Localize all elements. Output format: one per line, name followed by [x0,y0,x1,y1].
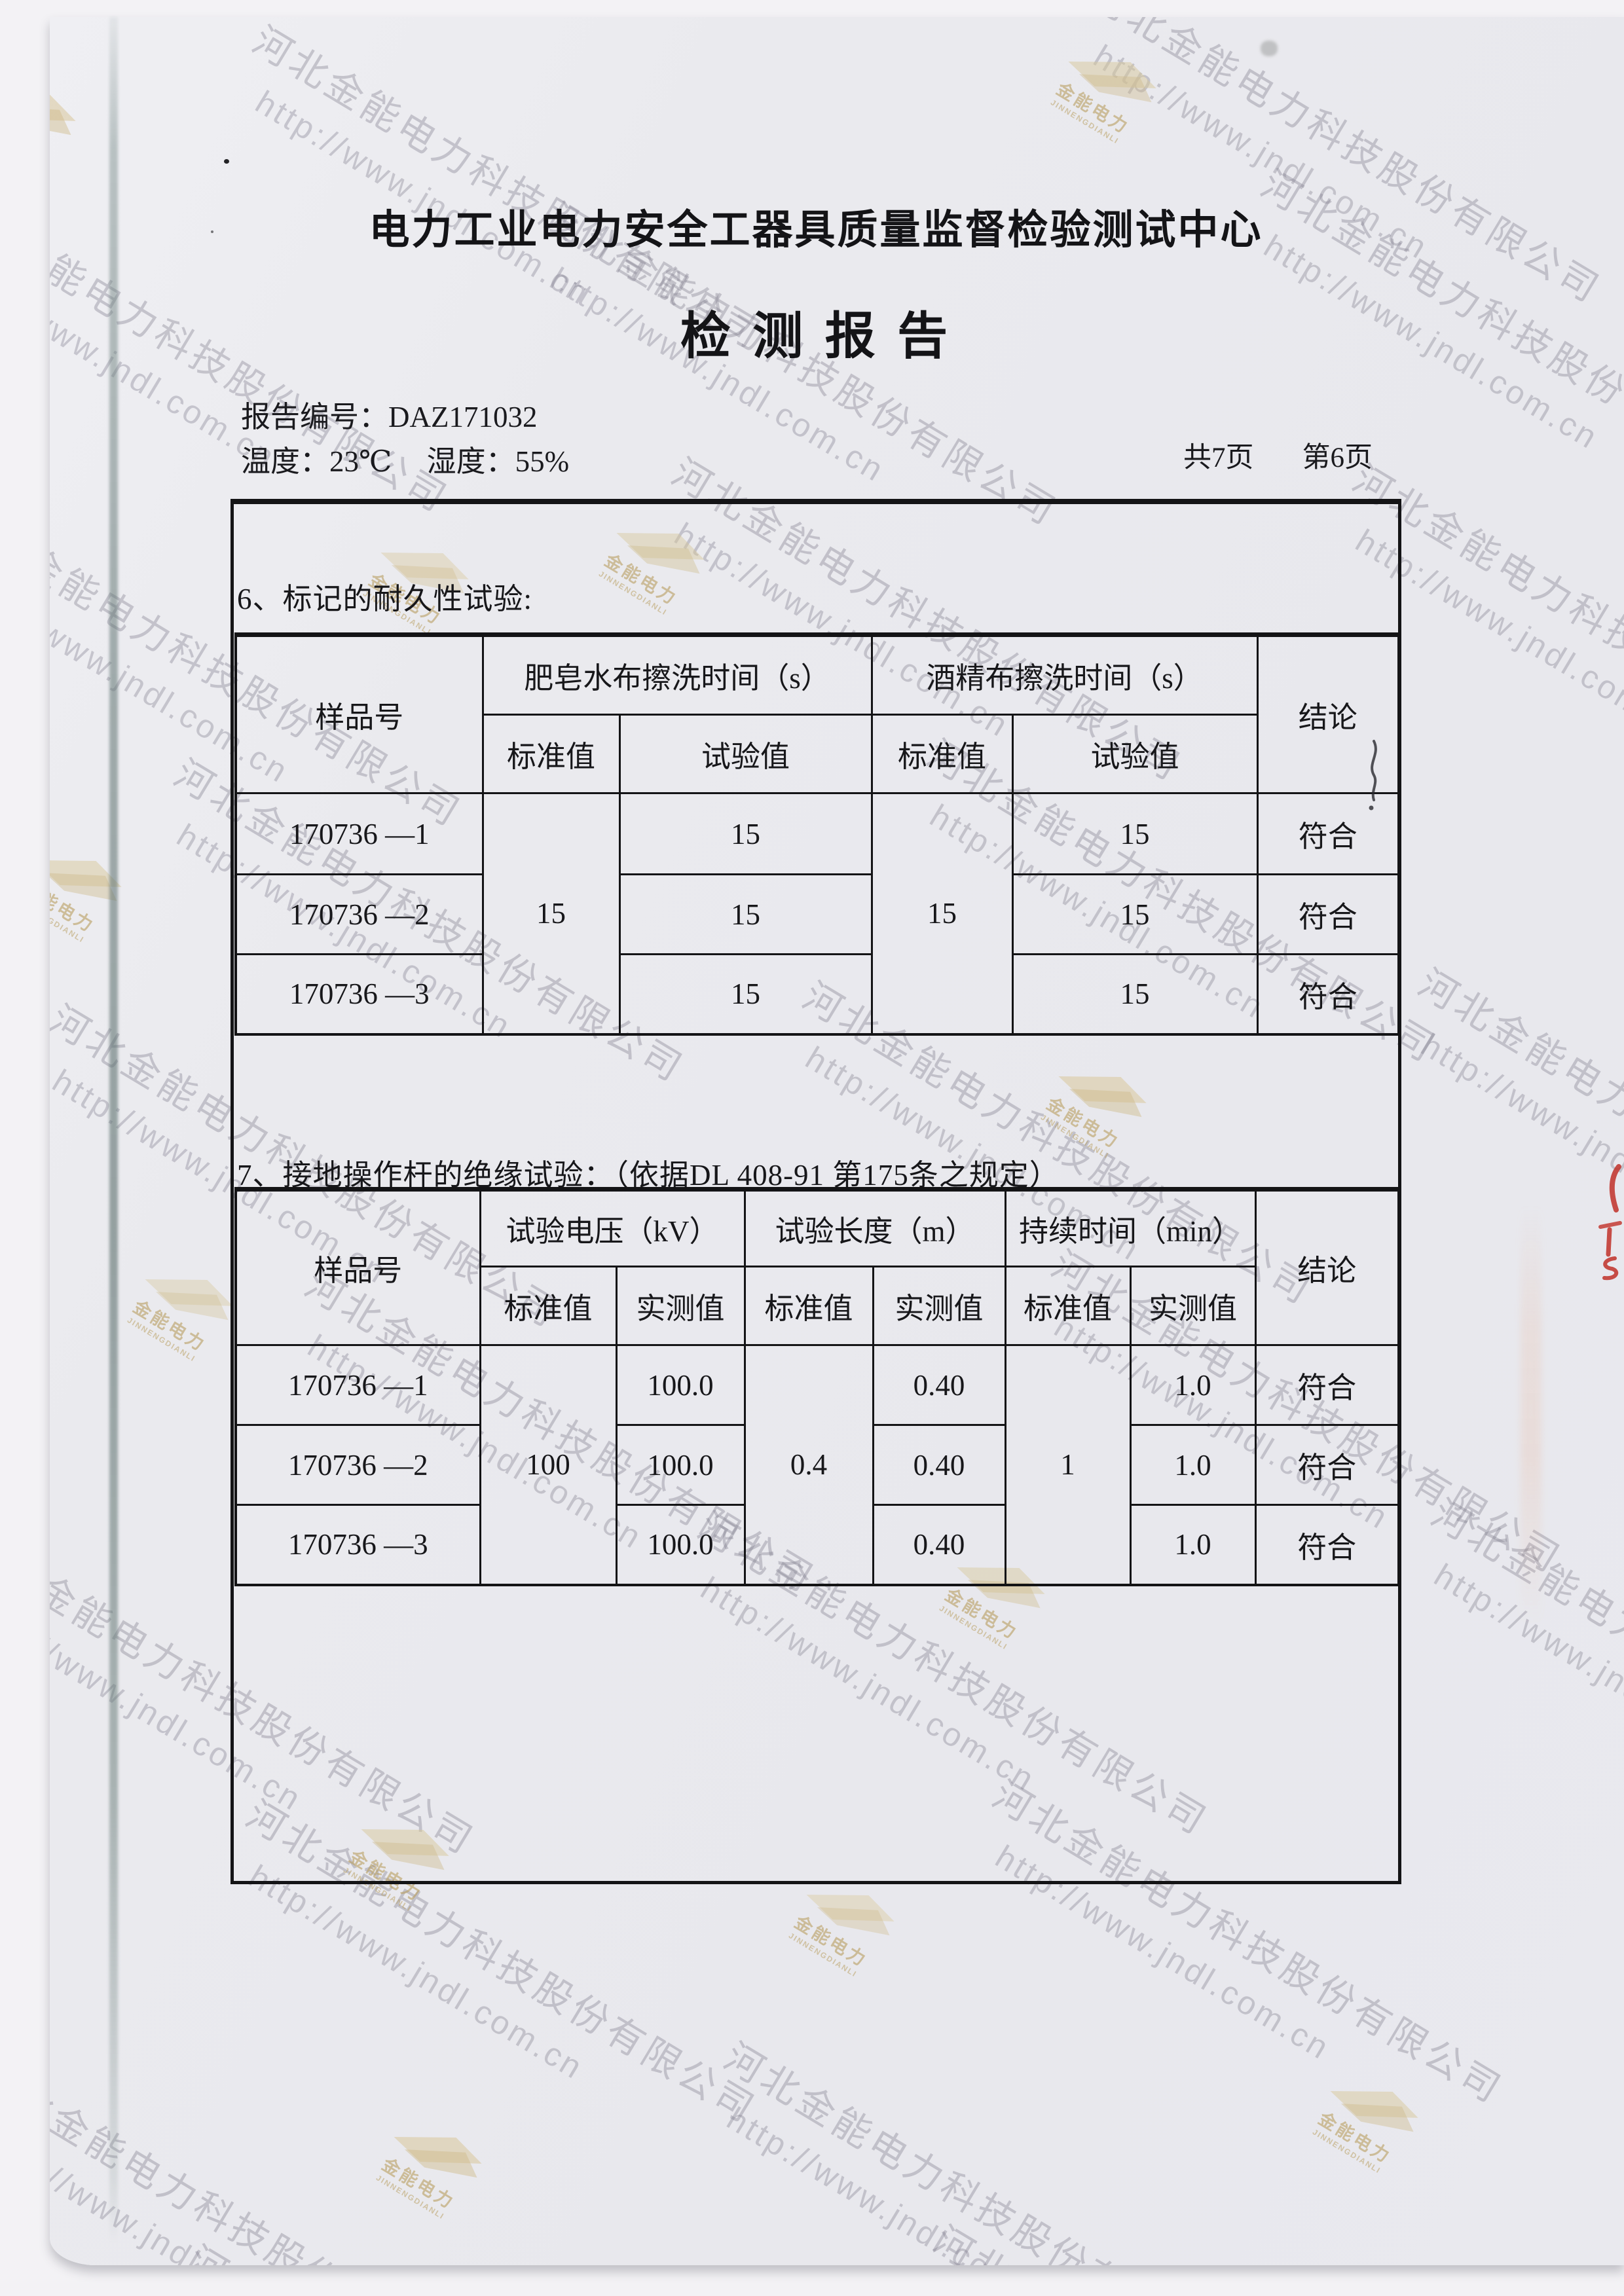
cell-length-measured: 0.40 [872,1504,1006,1586]
report-number-value: DAZ171032 [388,401,538,433]
cell-length-standard-merged: 0.4 [743,1344,874,1586]
cell-voltage-measured: 100.0 [615,1344,746,1426]
table-row: 170736 —3 100.0 0.40 1.0 符合 [234,1504,1400,1586]
faint-color-streak [1521,1205,1541,1624]
page-indicator: 共7页 第6页 [910,435,1373,475]
cell-time-measured: 1.0 [1129,1504,1257,1586]
cell-voltage-measured: 100.0 [615,1424,746,1506]
humidity-label: 湿度： [426,445,515,478]
table-row: 170736 —1 15 15 15 15 符合 [234,792,1400,1035]
cell-alcohol-test: 15 [1011,792,1259,875]
report-number-label: 报告编号： [241,401,389,433]
cell-time-standard-merged: 1 [1004,1344,1132,1586]
cell-soap-test: 15 [618,953,873,1035]
cell-time-measured: 1.0 [1129,1424,1257,1506]
cell-length-measured: 0.40 [872,1344,1006,1426]
col-header-voltage-group: 试验电压（kV） [479,1188,746,1267]
col-header-alcohol-group: 酒精布擦洗时间（s） [870,634,1259,716]
col-header-soap-group: 肥皂水布擦洗时间（s） [481,634,873,716]
cell-sample: 170736 —2 [234,873,484,955]
cell-soap-test: 15 [618,792,873,875]
cell-conclusion: 符合 [1254,1504,1400,1586]
col-header-sample: 样品号 [234,1188,481,1346]
col-header-measured: 实测值 [615,1266,746,1346]
col-header-time-group: 持续时间（min） [1004,1188,1257,1267]
red-edge-mark [1602,1256,1619,1281]
cell-sample: 170736 —1 [234,1344,481,1426]
report-number-line: 报告编号：DAZ171032 [241,393,538,435]
cell-soap-test: 15 [618,873,873,955]
cell-length-measured: 0.40 [872,1424,1006,1506]
page-crease-shadow [109,17,118,2243]
col-header-test: 试验值 [1011,714,1259,794]
col-header-sample: 样品号 [234,634,484,794]
col-header-standard: 标准值 [870,714,1014,794]
cell-conclusion: 符合 [1256,873,1400,955]
col-header-standard: 标准值 [479,1266,618,1346]
temperature-label: 温度： [241,445,330,478]
humidity-value: 55% [515,445,570,478]
col-header-standard: 标准值 [743,1266,874,1346]
cell-conclusion: 符合 [1254,1344,1400,1426]
section7-title: 7、接地操作杆的绝缘试验：（依据DL 408-91 第175条之规定） [237,1159,1060,1192]
section6-title: 6、标记的耐久性试验: [237,583,533,615]
col-header-measured: 实测值 [872,1266,1006,1346]
col-header-conclusion: 结论 [1256,634,1400,794]
temperature-value: 23℃ [329,445,392,478]
org-title: 电力工业电力安全工器具质量监督检验测试中心 [369,208,1263,253]
cell-sample: 170736 —3 [234,1504,481,1586]
gray-smudge [1261,41,1278,56]
cell-time-measured: 1.0 [1129,1344,1257,1426]
col-header-measured: 实测值 [1129,1266,1257,1346]
red-edge-mark [1598,1221,1622,1257]
cell-sample: 170736 —2 [234,1424,481,1506]
table-row: 170736 —3 15 15 符合 [234,953,1400,1035]
cell-sample: 170736 —3 [234,953,484,1035]
cell-alcohol-test: 15 [1011,873,1259,955]
table-row: 170736 —2 15 15 符合 [234,873,1400,955]
cell-conclusion: 符合 [1256,953,1400,1035]
col-header-length-group: 试验长度（m） [743,1188,1006,1267]
durability-test-table: 样品号 肥皂水布擦洗时间（s） 酒精布擦洗时间（s） 结论 标准值 试验值 标准… [234,632,1400,1036]
table-row: 170736 —1 100 100.0 0.4 0.40 1 1.0 符合 [234,1344,1400,1586]
report-title: 检 测 报 告 [680,308,952,365]
cell-alcohol-test: 15 [1011,953,1259,1035]
paper-sheet [50,17,1624,2265]
red-edge-mark [1609,1164,1621,1212]
page-current: 第6页 [1302,443,1373,473]
pages-total: 共7页 [1183,443,1254,473]
insulation-test-table: 样品号 试验电压（kV） 试验长度（m） 持续时间（min） 结论 标准值 实测… [234,1187,1400,1586]
col-header-conclusion: 结论 [1254,1188,1400,1346]
ink-speck [224,159,229,164]
ink-squiggle-mark [1369,740,1377,811]
cell-voltage-standard-merged: 100 [479,1344,618,1586]
col-header-standard: 标准值 [481,714,621,794]
col-header-standard: 标准值 [1004,1266,1132,1346]
cell-sample: 170736 —1 [234,792,484,875]
cell-alcohol-standard-merged: 15 [870,792,1014,1035]
environment-line: 温度：23℃ 湿度：55% [241,437,569,480]
col-header-test: 试验值 [618,714,873,794]
ink-speck [211,230,213,233]
cell-voltage-measured: 100.0 [615,1504,746,1586]
table-row: 170736 —2 100.0 0.40 1.0 符合 [234,1424,1400,1506]
cell-conclusion: 符合 [1256,792,1400,875]
cell-soap-standard-merged: 15 [481,792,621,1035]
cell-conclusion: 符合 [1254,1424,1400,1506]
